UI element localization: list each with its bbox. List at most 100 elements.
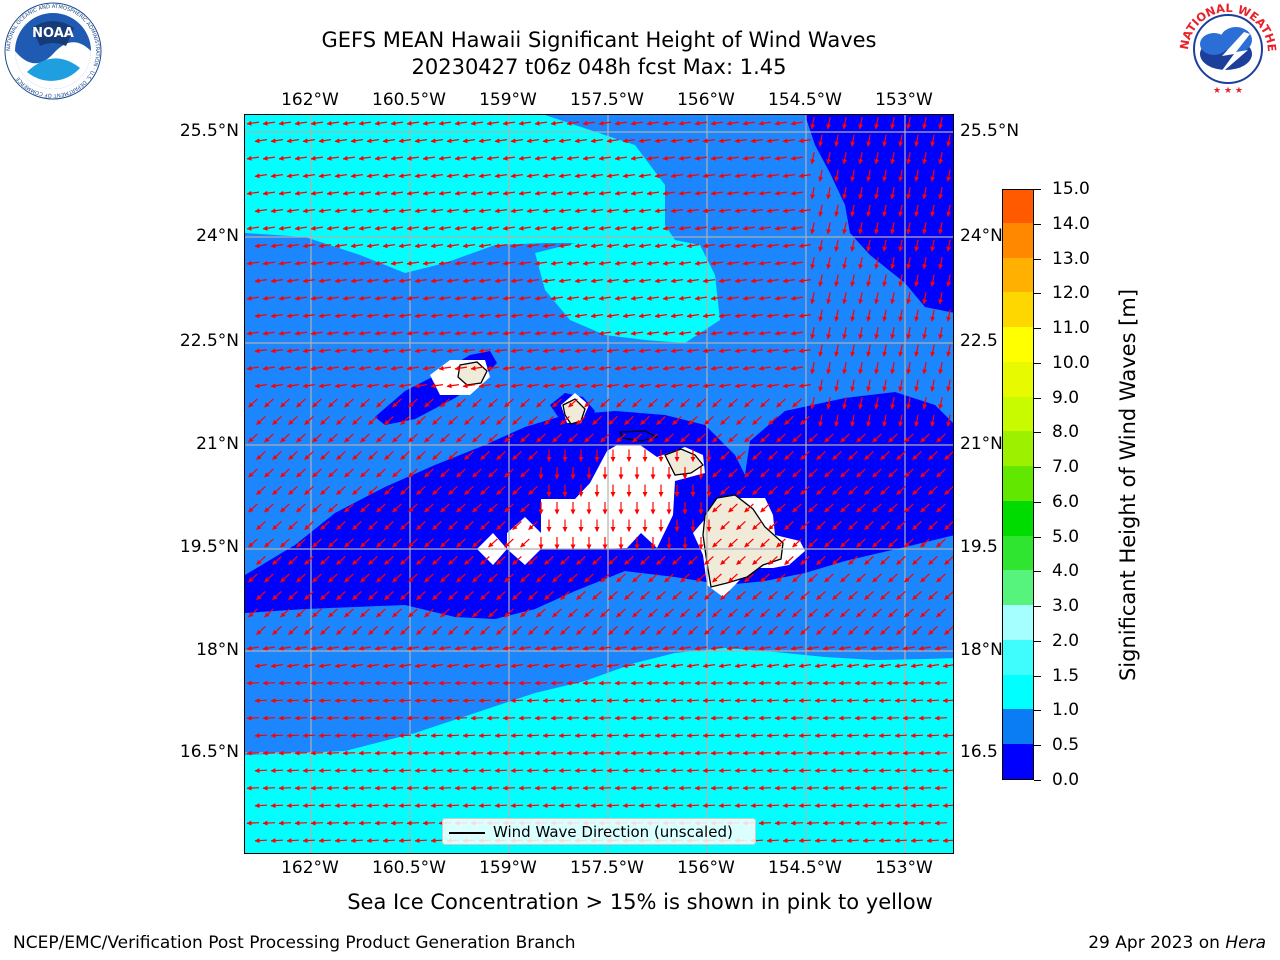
wave-direction-arrow bbox=[518, 155, 532, 161]
wave-direction-arrow bbox=[718, 173, 732, 179]
wave-direction-arrow bbox=[294, 715, 308, 721]
wave-direction-arrow bbox=[318, 698, 332, 704]
wave-direction-arrow bbox=[550, 330, 564, 336]
wave-direction-arrow bbox=[318, 313, 332, 319]
left-lat-tick: 19.5°N bbox=[179, 537, 239, 557]
wave-direction-arrow bbox=[850, 239, 856, 252]
left-lat-tick: 18°N bbox=[196, 640, 239, 660]
wave-direction-arrow bbox=[430, 243, 444, 249]
wave-direction-arrow bbox=[854, 680, 868, 686]
wave-direction-arrow bbox=[486, 715, 500, 721]
wave-direction-arrow bbox=[254, 838, 268, 844]
wave-direction-arrow bbox=[678, 225, 692, 231]
wave-direction-arrow bbox=[810, 361, 816, 375]
wave-direction-arrow bbox=[606, 173, 620, 179]
wave-direction-arrow bbox=[694, 225, 708, 231]
wave-direction-arrow bbox=[246, 155, 260, 161]
wave-direction-arrow bbox=[622, 383, 636, 389]
colorbar-tick bbox=[1034, 640, 1041, 642]
wave-direction-arrow bbox=[270, 768, 284, 774]
wave-direction-arrow bbox=[358, 120, 372, 126]
colorbar-tick bbox=[1034, 606, 1041, 608]
wave-direction-arrow bbox=[478, 138, 492, 144]
wave-direction-arrow bbox=[902, 750, 916, 756]
bottom-lon-tick: 160.5°W bbox=[372, 858, 446, 878]
footer-host: Hera bbox=[1225, 933, 1266, 953]
wave-direction-arrow bbox=[818, 239, 824, 252]
wave-direction-arrow bbox=[686, 138, 700, 144]
wave-direction-arrow bbox=[834, 134, 840, 147]
wave-direction-arrow bbox=[798, 173, 812, 179]
wave-direction-arrow bbox=[390, 120, 404, 126]
wave-direction-arrow bbox=[590, 208, 604, 214]
wave-direction-arrow bbox=[286, 768, 300, 774]
wave-direction-arrow bbox=[462, 138, 476, 144]
wave-direction-arrow bbox=[526, 803, 540, 809]
wave-direction-arrow bbox=[310, 295, 324, 301]
colorbar-bin bbox=[1003, 361, 1033, 397]
wave-direction-arrow bbox=[598, 260, 612, 266]
wave-direction-arrow bbox=[914, 239, 920, 252]
wave-direction-arrow bbox=[334, 803, 348, 809]
wave-direction-arrow bbox=[414, 208, 428, 214]
wave-direction-arrow bbox=[638, 208, 652, 214]
wave-direction-arrow bbox=[574, 208, 588, 214]
wave-direction-arrow bbox=[718, 208, 732, 214]
left-lat-tick: 16.5°N bbox=[179, 742, 239, 762]
bottom-lon-tick: 153°W bbox=[875, 858, 933, 878]
wave-direction-arrow bbox=[406, 225, 420, 231]
wave-direction-arrow bbox=[734, 348, 748, 354]
left-lat-tick: 24°N bbox=[196, 226, 239, 246]
wave-direction-arrow bbox=[446, 278, 460, 284]
wave-direction-arrow bbox=[470, 295, 484, 301]
wave-direction-arrow bbox=[670, 383, 684, 389]
wave-direction-arrow bbox=[302, 173, 316, 179]
wave-direction-arrow bbox=[582, 680, 596, 686]
wave-direction-arrow bbox=[478, 383, 492, 389]
wave-direction-arrow bbox=[942, 803, 953, 809]
wave-direction-arrow bbox=[414, 803, 428, 809]
wave-direction-arrow bbox=[390, 330, 404, 336]
wave-direction-arrow bbox=[694, 680, 708, 686]
wave-direction-arrow bbox=[374, 820, 388, 826]
wave-direction-arrow bbox=[390, 820, 404, 826]
wave-direction-arrow bbox=[686, 173, 700, 179]
wave-direction-arrow bbox=[454, 330, 468, 336]
wave-direction-arrow bbox=[790, 365, 804, 371]
wave-direction-arrow bbox=[310, 365, 324, 371]
wave-direction-arrow bbox=[734, 173, 748, 179]
wave-direction-arrow bbox=[366, 768, 380, 774]
wave-direction-arrow bbox=[926, 803, 940, 809]
wave-direction-arrow bbox=[798, 138, 812, 144]
wave-direction-arrow bbox=[614, 225, 628, 231]
wave-direction-arrow bbox=[438, 715, 452, 721]
wave-direction-arrow bbox=[614, 330, 628, 336]
wave-direction-arrow bbox=[542, 698, 556, 704]
wave-direction-arrow bbox=[782, 278, 796, 284]
wave-direction-arrow bbox=[590, 383, 604, 389]
wave-direction-arrow bbox=[878, 698, 892, 704]
wave-direction-arrow bbox=[734, 733, 748, 739]
wave-direction-arrow bbox=[550, 750, 564, 756]
wave-direction-arrow bbox=[350, 733, 364, 739]
wave-direction-arrow bbox=[782, 733, 796, 739]
wave-direction-arrow bbox=[502, 365, 516, 371]
wave-direction-arrow bbox=[934, 715, 948, 721]
wave-direction-arrow bbox=[710, 680, 724, 686]
wave-direction-arrow bbox=[750, 383, 764, 389]
wave-direction-arrow bbox=[922, 326, 928, 340]
wave-direction-arrow bbox=[702, 348, 716, 354]
wave-direction-arrow bbox=[342, 190, 356, 196]
footer-date-text: 29 Apr 2023 on bbox=[1088, 933, 1226, 953]
wave-direction-arrow bbox=[286, 173, 300, 179]
colorbar-bin bbox=[1003, 465, 1033, 501]
wave-direction-arrow bbox=[582, 715, 596, 721]
wave-direction-arrow bbox=[918, 785, 932, 791]
wave-direction-arrow bbox=[782, 698, 796, 704]
wave-band-1-0-to-1-5 bbox=[245, 648, 953, 853]
wave-direction-arrow bbox=[774, 155, 788, 161]
wave-direction-arrow bbox=[390, 715, 404, 721]
wave-direction-arrow bbox=[926, 733, 940, 739]
wave-direction-arrow bbox=[558, 278, 572, 284]
wave-direction-arrow bbox=[374, 785, 388, 791]
